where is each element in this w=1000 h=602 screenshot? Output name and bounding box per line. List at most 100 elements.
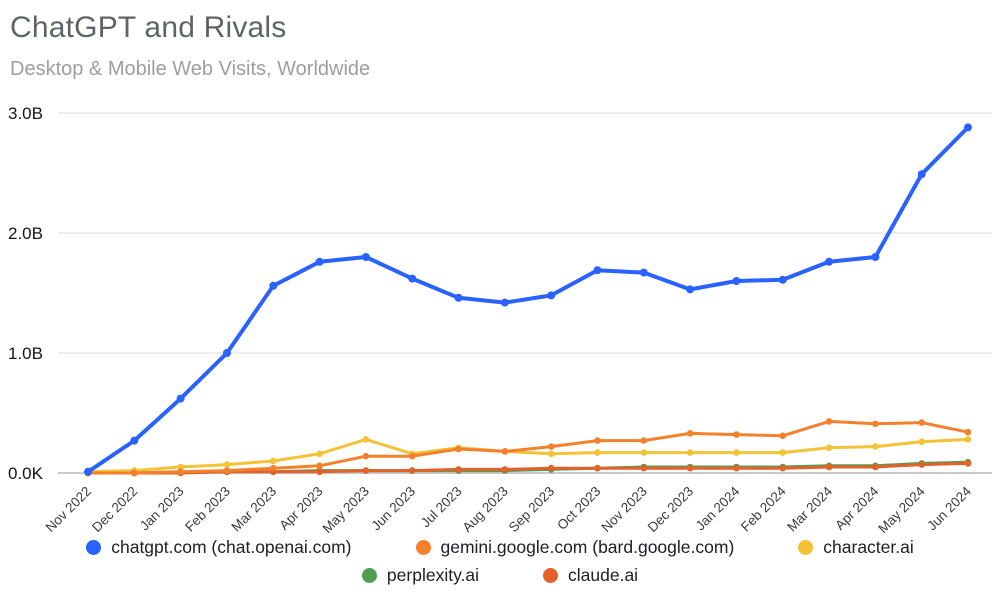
data-point-gemini xyxy=(640,437,648,444)
x-axis-label: Aug 2023 xyxy=(459,484,510,535)
y-axis-label: 2.0B xyxy=(8,224,43,243)
data-point-chatgpt xyxy=(500,298,509,307)
data-point-character xyxy=(223,461,231,468)
data-point-chatgpt xyxy=(130,436,139,445)
data-point-character xyxy=(640,449,648,456)
legend-item-character: character.ai xyxy=(798,537,914,558)
x-axis-label: May 2023 xyxy=(319,484,372,537)
legend-dot-chatgpt xyxy=(86,540,102,555)
x-axis-label: Jun 2023 xyxy=(368,484,418,534)
data-point-gemini xyxy=(316,462,323,470)
legend-item-claude: claude.ai xyxy=(543,565,638,586)
x-axis-label: Jul 2023 xyxy=(418,484,465,531)
data-point-gemini xyxy=(223,467,231,474)
legend-label-claude: claude.ai xyxy=(568,565,639,585)
data-point-claude xyxy=(872,463,879,471)
data-point-chatgpt xyxy=(917,170,926,179)
data-point-gemini xyxy=(501,448,509,455)
data-point-character xyxy=(362,436,370,443)
y-axis-label: 3.0B xyxy=(8,104,43,123)
legend-dot-character xyxy=(798,540,814,555)
data-point-gemini xyxy=(918,419,925,426)
data-point-claude xyxy=(825,463,833,471)
chart-subtitle: Desktop & Mobile Web Visits, Worldwide xyxy=(10,58,371,80)
data-point-character xyxy=(594,449,601,456)
x-axis-label: Oct 2023 xyxy=(554,484,603,533)
data-point-gemini xyxy=(825,418,833,425)
data-point-chatgpt xyxy=(222,349,231,357)
data-point-claude xyxy=(547,464,555,472)
series-line-chatgpt xyxy=(86,125,970,474)
data-point-chatgpt xyxy=(639,268,648,277)
legend-label-chatgpt: chatgpt.com (chat.openai.com) xyxy=(111,537,352,557)
data-point-gemini xyxy=(547,443,555,450)
data-point-chatgpt xyxy=(732,277,741,285)
data-point-gemini xyxy=(455,445,462,453)
data-point-gemini xyxy=(408,452,416,460)
x-axis-label: Jan 2023 xyxy=(137,484,187,534)
x-axis-label: Jan 2024 xyxy=(693,483,743,533)
data-point-character xyxy=(964,436,972,443)
data-point-claude xyxy=(501,466,509,473)
data-point-claude xyxy=(640,464,648,472)
data-point-chatgpt xyxy=(408,274,417,283)
legend-item-chatgpt: chatgpt.com (chat.openai.com) xyxy=(86,537,352,558)
legend-dot-claude xyxy=(543,568,559,583)
data-point-chatgpt xyxy=(871,253,880,261)
data-point-claude xyxy=(362,467,370,474)
legend-label-gemini: gemini.google.com (bard.google.com) xyxy=(440,537,735,557)
series-line-character xyxy=(86,437,970,474)
data-point-character xyxy=(779,449,787,456)
data-point-gemini xyxy=(362,452,370,460)
x-axis-label: Mar 2024 xyxy=(784,483,835,534)
data-point-character xyxy=(918,438,925,446)
data-point-claude xyxy=(455,466,462,473)
data-point-claude xyxy=(733,464,740,472)
data-point-gemini xyxy=(594,437,601,444)
data-point-gemini xyxy=(733,431,740,438)
x-axis-label: Jun 2024 xyxy=(924,483,974,533)
data-point-claude xyxy=(594,464,601,472)
x-axis-label: May 2024 xyxy=(875,483,928,536)
data-point-chatgpt xyxy=(825,257,834,266)
x-axis-label: Mar 2023 xyxy=(228,484,279,535)
legend-dot-perplexity xyxy=(361,568,377,583)
legend: chatgpt.com (chat.openai.com) gemini.goog… xyxy=(0,537,1000,586)
data-point-character xyxy=(269,457,277,465)
legend-item-gemini: gemini.google.com (bard.google.com) xyxy=(415,537,735,558)
x-axis-label: Dec 2022 xyxy=(89,484,140,535)
x-axis-label: Dec 2023 xyxy=(645,484,696,535)
legend-item-perplexity: perplexity.ai xyxy=(361,565,480,586)
data-point-gemini xyxy=(269,464,277,472)
data-point-character xyxy=(547,450,555,458)
data-point-claude xyxy=(918,461,925,468)
legend-label-character: character.ai xyxy=(823,537,914,557)
data-point-chatgpt xyxy=(84,467,92,476)
data-point-claude xyxy=(964,460,972,467)
data-point-claude xyxy=(686,464,694,472)
data-point-gemini xyxy=(872,420,879,428)
data-point-claude xyxy=(316,468,323,476)
data-point-chatgpt xyxy=(593,266,602,275)
data-point-chatgpt xyxy=(778,275,787,284)
data-point-character xyxy=(872,443,879,450)
data-point-gemini xyxy=(964,428,972,436)
data-point-claude xyxy=(779,464,787,472)
legend-row: perplexity.ai claude.ai xyxy=(361,565,638,586)
data-point-gemini xyxy=(177,468,184,476)
data-point-character xyxy=(733,449,740,456)
legend-dot-gemini xyxy=(415,540,431,555)
data-point-chatgpt xyxy=(315,257,324,266)
data-point-chatgpt xyxy=(269,281,278,290)
data-point-chatgpt xyxy=(361,253,370,261)
legend-label-perplexity: perplexity.ai xyxy=(386,565,480,585)
data-point-chatgpt xyxy=(964,123,972,132)
x-axis-label: Feb 2024 xyxy=(738,483,789,534)
y-axis-label: 0.0K xyxy=(8,464,44,483)
legend-row: chatgpt.com (chat.openai.com) gemini.goog… xyxy=(86,537,914,558)
data-point-character xyxy=(316,450,323,458)
x-axis-label: Sep 2023 xyxy=(506,484,557,535)
data-point-claude xyxy=(408,467,416,474)
